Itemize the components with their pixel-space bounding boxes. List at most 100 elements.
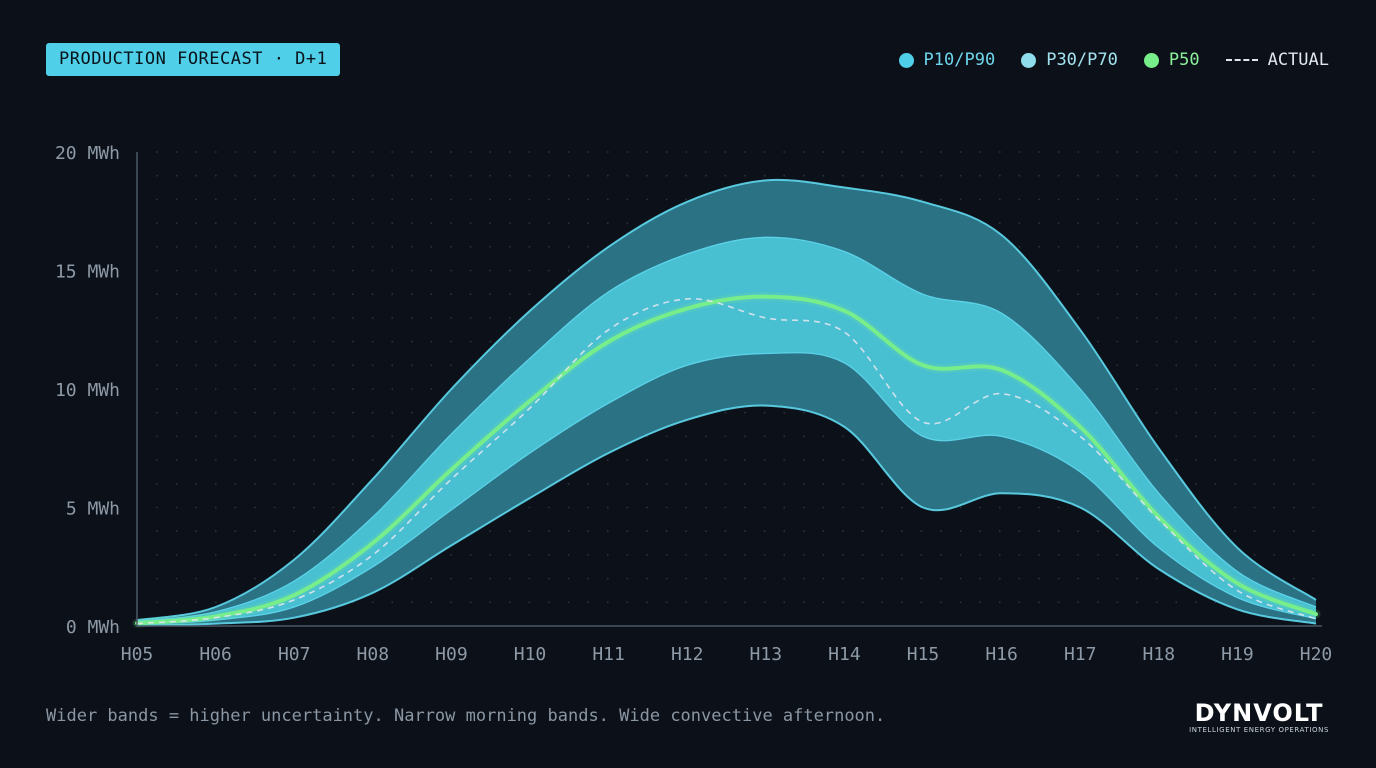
grid-dot [1038, 530, 1040, 533]
grid-dot [234, 151, 237, 153]
grid-dot [900, 530, 903, 533]
grid-dot [1234, 174, 1236, 177]
grid-dot [293, 222, 296, 225]
grid-dot [587, 554, 590, 556]
grid-dot [1116, 317, 1119, 319]
grid-dot [508, 222, 511, 225]
grid-dot [842, 506, 844, 509]
grid-dot [175, 269, 178, 272]
grid-dot [881, 554, 884, 556]
grid-dot [1018, 222, 1021, 225]
grid-dot [763, 151, 766, 153]
footer-note: Wider bands = higher uncertainty. Narrow… [46, 706, 886, 726]
grid-dot [1273, 198, 1276, 201]
grid-dot [959, 151, 962, 153]
grid-dot [1038, 577, 1040, 580]
grid-dot [175, 482, 178, 485]
grid-dot [1096, 198, 1099, 201]
grid-dot [195, 411, 198, 414]
grid-dot [352, 245, 354, 248]
grid-dot [646, 482, 648, 485]
grid-dot [293, 293, 296, 296]
grid-dot [842, 577, 844, 580]
legend-label-p50: P50 [1168, 50, 1200, 70]
grid-dot [704, 554, 707, 556]
grid-dot [1214, 293, 1217, 296]
grid-dot [626, 577, 629, 580]
grid-dot [175, 317, 178, 319]
grid-dot [646, 554, 648, 556]
grid-dot [312, 482, 315, 485]
grid-dot [430, 317, 433, 319]
grid-dot [273, 411, 276, 414]
grid-dot [312, 293, 315, 296]
grid-dot [371, 245, 374, 248]
grid-dot [802, 435, 805, 438]
grid-dot [1018, 554, 1021, 556]
grid-dot [881, 601, 884, 604]
grid-dot [1292, 174, 1295, 177]
grid-dot [1234, 340, 1236, 343]
grid-dot [1057, 151, 1060, 153]
grid-dot [508, 554, 511, 556]
grid-dot [254, 388, 256, 390]
grid-dot [567, 506, 570, 509]
grid-dot [1155, 388, 1158, 390]
grid-dot [450, 364, 452, 367]
grid-dot [744, 435, 746, 438]
grid-dot [1136, 554, 1138, 556]
grid-dot [156, 577, 158, 580]
grid-dot [156, 222, 158, 225]
grid-dot [1077, 601, 1080, 604]
grid-dot [1214, 411, 1217, 414]
grid-dot [156, 269, 158, 272]
grid-dot [293, 554, 296, 556]
grid-dot [254, 245, 256, 248]
grid-dot [1214, 198, 1217, 201]
grid-dot [489, 317, 492, 319]
grid-dot [724, 435, 727, 438]
grid-dot [1155, 340, 1158, 343]
grid-dot [195, 198, 198, 201]
grid-dot [665, 506, 668, 509]
grid-dot [587, 601, 590, 604]
grid-dot [214, 198, 217, 201]
grid-dot [371, 340, 374, 343]
grid-dot [646, 151, 648, 153]
grid-dot [861, 459, 864, 461]
grid-dot [548, 198, 550, 201]
grid-dot [940, 601, 942, 604]
grid-dot [1234, 293, 1236, 296]
grid-dot [1018, 506, 1021, 509]
grid-dot [254, 411, 256, 414]
grid-dot [293, 506, 296, 509]
grid-dot [214, 506, 217, 509]
grid-dot [744, 554, 746, 556]
grid-dot [1038, 601, 1040, 604]
grid-dot [214, 317, 217, 319]
grid-dot [1194, 435, 1197, 438]
grid-dot [724, 577, 727, 580]
grid-dot [783, 601, 786, 604]
grid-dot [1253, 293, 1256, 296]
grid-dot [234, 317, 237, 319]
grid-dot [998, 577, 1001, 580]
grid-dot [352, 293, 354, 296]
grid-dot [391, 601, 394, 604]
grid-dot [704, 151, 707, 153]
grid-dot [293, 435, 296, 438]
grid-dot [802, 554, 805, 556]
grid-dot [508, 245, 511, 248]
grid-dot [665, 601, 668, 604]
grid-dot [214, 269, 217, 272]
grid-dot [175, 364, 178, 367]
grid-dot [1038, 269, 1040, 272]
grid-dot [156, 435, 158, 438]
grid-dot [469, 222, 472, 225]
grid-dot [646, 174, 648, 177]
grid-dot [234, 411, 237, 414]
grid-dot [489, 530, 492, 533]
grid-dot [371, 411, 374, 414]
grid-dot [881, 174, 884, 177]
grid-dot [528, 530, 531, 533]
